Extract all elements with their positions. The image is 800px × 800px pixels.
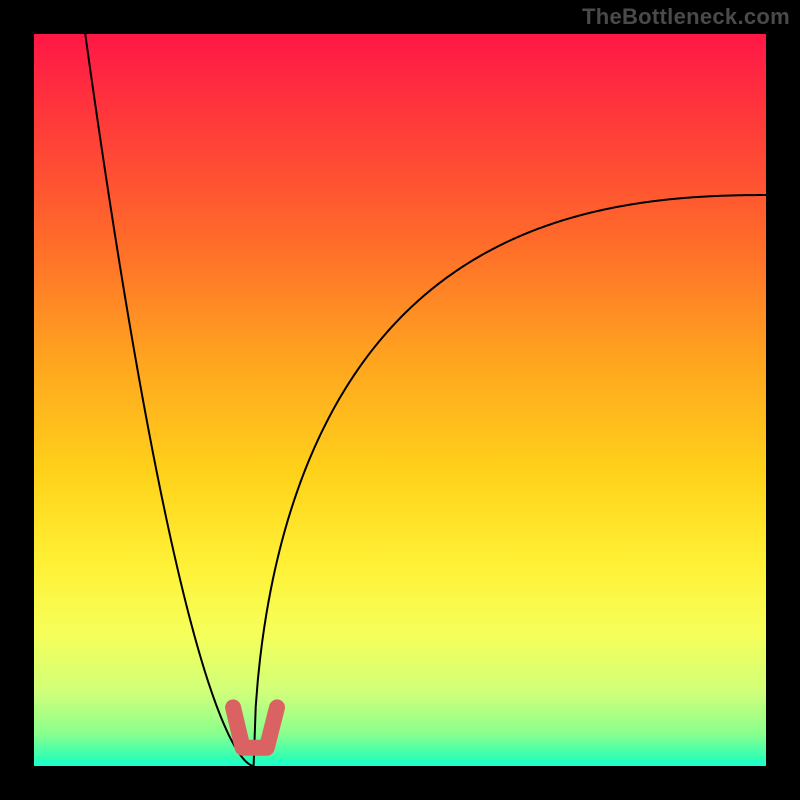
bottleneck-chart bbox=[34, 34, 766, 766]
watermark-text: TheBottleneck.com bbox=[582, 4, 790, 30]
chart-frame: TheBottleneck.com bbox=[0, 0, 800, 800]
